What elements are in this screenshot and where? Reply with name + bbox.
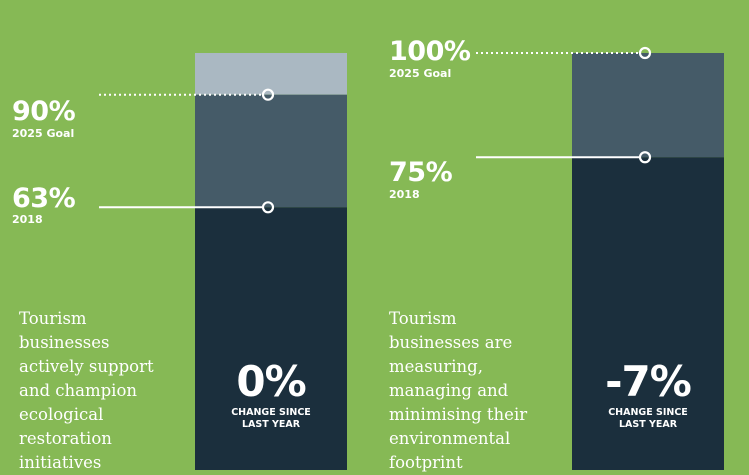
- chart1-2018-marker: [261, 201, 275, 214]
- chart2-change-label: CHANGE SINCE LAST YEAR: [608, 407, 688, 430]
- chart2-goal-marker: [638, 46, 652, 60]
- chart1-2018-value: 63%: [12, 183, 76, 214]
- chart1-change-label: CHANGE SINCE LAST YEAR: [231, 407, 311, 430]
- chart1-goal-marker: [261, 88, 275, 101]
- chart2-description: Tourism businesses are measuring, managi…: [389, 309, 528, 472]
- chart1-bar-2018: [195, 207, 347, 471]
- chart1-bar-goal-segment: [195, 94, 347, 208]
- chart1-goal-label: 2025 Goal: [12, 127, 75, 140]
- chart1-bar-remaining: [195, 53, 347, 95]
- chart2-change-value: -7%: [605, 357, 692, 406]
- chart2-goal-value: 100%: [389, 36, 471, 67]
- chart2-goal-label: 2025 Goal: [389, 67, 452, 80]
- chart2-change: -7% CHANGE SINCE LAST YEAR: [572, 361, 724, 431]
- chart1-description: Tourism businesses actively support and …: [19, 309, 154, 472]
- chart1-change-value: 0%: [236, 357, 306, 406]
- chart1-2018-label: 2018: [12, 213, 43, 226]
- chart1-change: 0% CHANGE SINCE LAST YEAR: [195, 361, 347, 431]
- chart2-bar-goal-segment: [572, 53, 724, 158]
- chart2-2018-marker: [638, 151, 652, 164]
- chart2-bar-2018: [572, 157, 724, 470]
- chart2-2018-value: 75%: [389, 157, 453, 188]
- chart2-2018-label: 2018: [389, 188, 420, 201]
- chart1-goal-value: 90%: [12, 96, 76, 127]
